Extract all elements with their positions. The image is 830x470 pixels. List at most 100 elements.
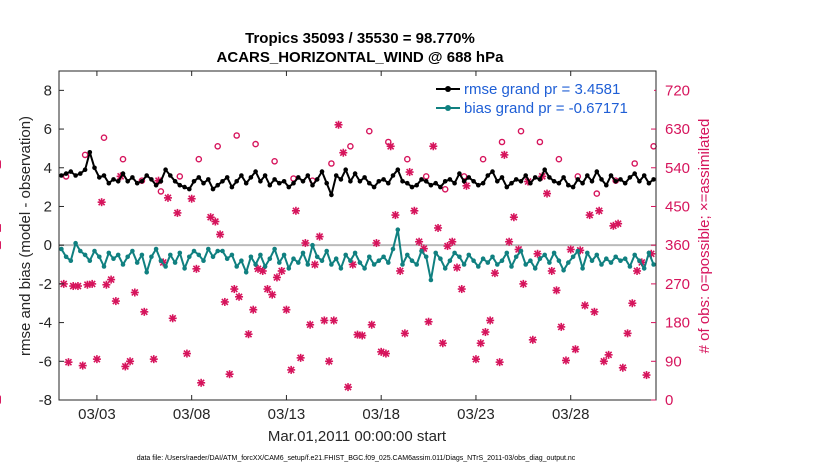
bias-point [570, 254, 576, 260]
rmse-point [348, 179, 353, 184]
bias-point [461, 262, 467, 267]
bias-point [485, 260, 491, 265]
obs-assimilated-point [614, 219, 623, 228]
rmse-point [139, 179, 145, 184]
x-tick-label: 03/08 [173, 406, 211, 423]
rmse-point [314, 177, 320, 182]
obs-assimilated-point [216, 230, 225, 239]
rmse-point [172, 179, 178, 184]
obs-possible-point [517, 127, 525, 135]
rmse-point [414, 182, 420, 188]
obs-assimilated-point [481, 328, 490, 337]
bias-point [291, 256, 296, 262]
obs-assimilated-point [73, 282, 82, 291]
bias-point [457, 254, 462, 260]
rmse-point [362, 175, 367, 180]
bias-point [115, 252, 121, 258]
obs-assimilated-point [88, 279, 97, 288]
rmse-point [267, 182, 273, 188]
obs-assimilated-point [296, 353, 305, 362]
obs-assimilated-point [490, 269, 499, 278]
rmse-point [428, 182, 434, 188]
bias-point [390, 246, 396, 252]
rmse-point [343, 167, 349, 172]
bias-point [622, 256, 628, 262]
bias-point [125, 254, 130, 260]
obs-assimilated-point [623, 329, 632, 338]
chart-title-line1: Tropics 35093 / 35530 = 98.770% [245, 30, 475, 47]
rmse-point [580, 180, 585, 186]
obs-assimilated-point [471, 355, 480, 364]
y-axis-right: 0 90 180 270 360 450 540 630 720 [651, 82, 690, 409]
obs-assimilated-point [220, 297, 229, 306]
rmse-point [457, 171, 462, 176]
rmse-point [409, 184, 415, 190]
obs-assimilated-point [566, 245, 575, 254]
obs-possible-point [100, 134, 108, 141]
rmse-point [405, 180, 410, 186]
bias-point [314, 254, 320, 260]
rmse-point [419, 177, 424, 182]
obs-assimilated-point [367, 320, 376, 329]
legend: rmse grand pr = 3.4581 bias grand pr = -… [432, 77, 654, 119]
rmse-point [371, 184, 377, 190]
rmse-point [73, 173, 78, 178]
rmse-point [158, 179, 164, 184]
y-right-tick-label: 720 [665, 82, 690, 99]
rmse-point [286, 184, 292, 190]
bias-point [300, 250, 306, 256]
y-right-tick-label: 360 [665, 237, 690, 254]
obs-assimilated-point [320, 316, 329, 325]
rmse-point [101, 173, 107, 178]
rmse-point [253, 169, 258, 174]
obs-assimilated-point [590, 307, 599, 316]
rmse-point [400, 179, 405, 184]
obs-possible-point [252, 140, 259, 148]
obs-assimilated-point [329, 316, 338, 325]
bias-point [158, 258, 164, 264]
bias-point [277, 260, 282, 265]
obs-assimilated-point [400, 329, 409, 338]
bias-point [224, 256, 230, 262]
legend-rmse-label: rmse grand pr = 3.4581 [464, 81, 620, 98]
rmse-point [234, 179, 239, 184]
bias-point [604, 256, 609, 262]
bias-point [182, 266, 187, 271]
rmse-point [528, 180, 533, 186]
bias-point [196, 252, 202, 258]
obs-assimilated-point [604, 350, 613, 359]
rmse-point [97, 175, 102, 180]
legend-bias-label: bias grand pr = -0.67171 [464, 100, 628, 117]
obs-possible-point [271, 157, 278, 165]
bias-point [120, 262, 126, 267]
rmse-point [310, 182, 315, 188]
rmse-point [163, 167, 168, 172]
bias-point [405, 252, 410, 258]
rmse-point [589, 179, 595, 184]
bias-point [111, 256, 116, 262]
obs-assimilated-point [642, 371, 651, 380]
x-axis: 03/03 03/08 03/13 03/18 03/23 03/28 [78, 71, 589, 423]
obs-possible-point [498, 138, 506, 146]
rmse-point [566, 182, 571, 188]
obs-assimilated-point [287, 365, 296, 374]
rmse-point [447, 177, 453, 182]
obs-assimilated-point [325, 357, 334, 366]
rmse-point [423, 179, 429, 184]
bias-point [499, 258, 505, 264]
obs-possible-point [328, 160, 335, 167]
obs-possible-point [195, 155, 203, 163]
obs-assimilated-point [149, 355, 158, 364]
rmse-point [433, 180, 439, 186]
legend-box [432, 77, 654, 119]
obs-assimilated-point [543, 189, 552, 198]
rmse-point [272, 177, 277, 182]
bias-point [106, 250, 112, 256]
rmse-point [438, 184, 443, 190]
rmse-point [604, 182, 609, 188]
bias-point [376, 258, 382, 264]
obs-assimilated-point [462, 181, 471, 190]
bias-point [599, 262, 604, 267]
bias-point [234, 264, 239, 269]
